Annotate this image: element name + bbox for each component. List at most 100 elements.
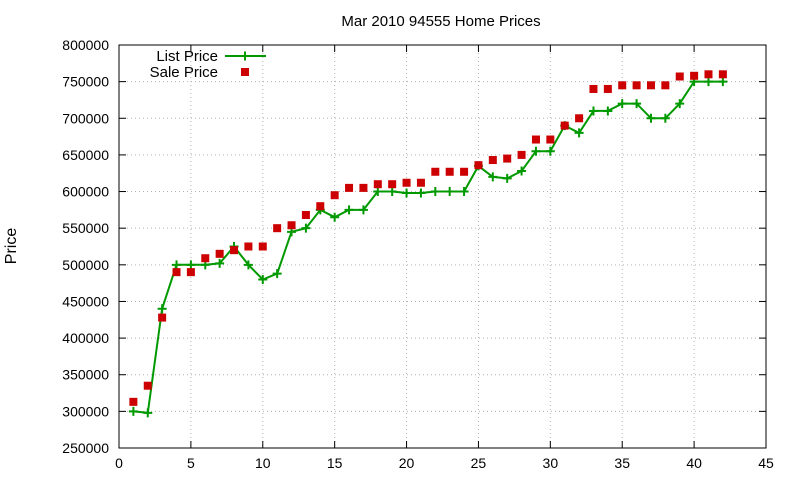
plot-area: [128, 70, 728, 418]
list-price-point: [445, 187, 455, 197]
list-price-point: [517, 166, 527, 176]
list-price-point: [459, 187, 469, 197]
sale-price-point: [359, 183, 368, 192]
list-price-point: [243, 260, 253, 270]
sale-price-point: [503, 154, 512, 163]
x-tick-label: 35: [614, 455, 630, 471]
list-price-point: [258, 274, 268, 284]
legend-marker-list-price: [240, 51, 250, 61]
sale-price-point: [445, 167, 454, 176]
y-tick-label: 300000: [62, 403, 109, 419]
sale-price-point: [172, 268, 181, 277]
y-tick-label: 700000: [62, 110, 109, 126]
x-tick-label: 20: [399, 455, 415, 471]
y-tick-label: 550000: [62, 220, 109, 236]
sale-price-point: [488, 156, 497, 165]
sale-price-point: [129, 397, 138, 406]
list-price-point: [301, 223, 311, 233]
sale-price-point: [345, 183, 354, 192]
sale-price-point: [603, 84, 612, 93]
sale-price-point: [560, 121, 569, 130]
sale-price-point: [690, 71, 699, 80]
list-price-point: [632, 99, 642, 109]
sale-price-point: [589, 84, 598, 93]
chart-title: Mar 2010 94555 Home Prices: [341, 13, 540, 30]
list-price-point: [186, 260, 196, 270]
sale-price-point: [575, 114, 584, 123]
list-price-point: [172, 260, 182, 270]
list-price-point: [344, 205, 354, 215]
y-tick-label: 450000: [62, 293, 109, 309]
sale-price-point: [646, 81, 655, 90]
list-price-point: [215, 258, 225, 268]
sale-price-point: [201, 254, 210, 263]
list-price-point: [646, 113, 656, 123]
y-tick-label: 400000: [62, 330, 109, 346]
sale-price-point: [546, 135, 555, 144]
sale-price-point: [661, 81, 670, 90]
sale-price-point: [704, 70, 713, 79]
sale-price-point: [632, 81, 641, 90]
y-tick-label: 800000: [62, 37, 109, 53]
list-price-point: [574, 128, 584, 138]
sale-price-point: [402, 178, 411, 187]
legend-label-sale-price: Sale Price: [150, 64, 218, 81]
list-price-point: [128, 406, 138, 416]
x-tick-label: 40: [686, 455, 702, 471]
sale-price-point: [460, 167, 469, 176]
y-tick-label: 500000: [62, 257, 109, 273]
sale-price-point: [215, 249, 224, 258]
grid-lines: [118, 44, 767, 449]
list-price-point: [416, 188, 426, 198]
y-tick-label: 600000: [62, 184, 109, 200]
list-price-point: [502, 173, 512, 183]
x-tick-label: 0: [115, 455, 123, 471]
sale-price-point: [416, 178, 425, 187]
list-price-point: [718, 77, 728, 87]
x-tick-label: 5: [187, 455, 195, 471]
sale-price-point: [244, 242, 253, 251]
list-price-point: [675, 99, 685, 109]
legend-marker-sale-price: [241, 68, 249, 76]
x-tick-label: 15: [327, 455, 343, 471]
sale-price-point: [431, 167, 440, 176]
sale-price-point: [143, 381, 152, 390]
y-tick-label: 750000: [62, 74, 109, 90]
sale-price-point: [618, 81, 627, 90]
sale-price-point: [517, 150, 526, 159]
list-price-point: [531, 146, 541, 156]
list-price-point: [617, 99, 627, 109]
y-tick-label: 650000: [62, 147, 109, 163]
plot-frame: [118, 44, 767, 449]
list-price-point: [402, 188, 412, 198]
legend: List Price Sale Price: [150, 48, 266, 81]
y-tick-label: 350000: [62, 367, 109, 383]
list-price-point: [430, 187, 440, 197]
sale-price-point: [186, 268, 195, 277]
sale-price-point: [287, 221, 296, 230]
sale-price-point: [230, 246, 239, 255]
sale-price-point: [330, 191, 339, 200]
sale-price-point: [531, 135, 540, 144]
sale-price-point: [258, 242, 267, 251]
sale-price-point: [474, 161, 483, 170]
legend-label-list-price: List Price: [156, 48, 218, 65]
list-price-point: [330, 212, 340, 222]
list-price-point: [373, 187, 383, 197]
list-price-point: [588, 106, 598, 116]
y-tick-label: 250000: [62, 440, 109, 456]
list-price-point: [358, 205, 368, 215]
sale-price-point: [316, 202, 325, 211]
list-price-point: [387, 187, 397, 197]
list-price-point: [488, 172, 498, 182]
list-price-point: [143, 408, 153, 418]
list-price-point: [272, 269, 282, 279]
list-price-point: [660, 113, 670, 123]
y-axis-label: Price: [3, 228, 20, 265]
x-tick-label: 10: [255, 455, 271, 471]
sale-price-point: [273, 224, 282, 233]
sale-price-point: [388, 180, 397, 189]
x-tick-label: 25: [471, 455, 487, 471]
list-price-point: [157, 304, 167, 314]
